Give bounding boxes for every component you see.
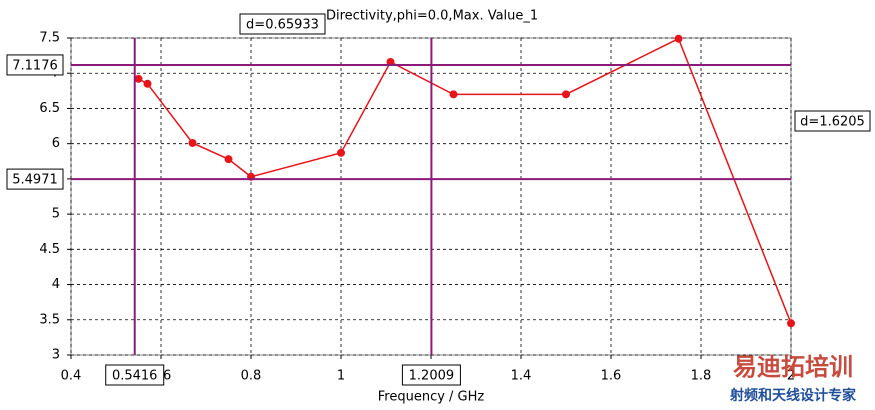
data-point: [449, 90, 458, 99]
y-tick-label: 3: [52, 348, 60, 363]
watermark-title: 易迪拓培训: [733, 353, 853, 381]
data-point: [674, 34, 683, 43]
annotation-box: [794, 110, 871, 132]
annotation: d=1.6205: [800, 115, 865, 130]
data-point: [337, 148, 345, 157]
cursor-label: 0.5416: [112, 369, 158, 384]
cursor-label: 1.2009: [409, 369, 455, 384]
data-point: [143, 79, 152, 88]
data-point: [188, 138, 197, 147]
cursor-box: [6, 168, 64, 190]
chart-title: Directivity,phi=0.0,Max. Value_1: [326, 9, 538, 24]
y-tick-label: 4: [52, 277, 60, 292]
cursor-box: [105, 364, 165, 386]
annotation: d=0.65933: [246, 18, 319, 33]
cursor-box: [6, 54, 64, 76]
annotation-box: [239, 13, 326, 35]
y-tick-label: 7.5: [39, 31, 60, 46]
x-tick-label: 1.4: [511, 369, 532, 384]
cursor-label: 5.4971: [12, 173, 58, 188]
data-point: [562, 90, 570, 99]
watermark-subtitle: 射频和天线设计专家: [729, 387, 857, 404]
y-tick-label: 6.5: [39, 101, 60, 116]
y-tick-label: 3.5: [39, 312, 60, 327]
x-tick-label: 2: [787, 369, 795, 384]
data-point: [224, 155, 233, 164]
x-tick-label: 1.6: [601, 369, 622, 384]
x-tick-label: 0.4: [61, 369, 82, 384]
x-axis-label: Frequency / GHz: [378, 390, 485, 405]
cursor-box: [401, 364, 461, 386]
data-point: [787, 319, 795, 328]
y-tick-label: 6: [52, 136, 60, 151]
y-tick-label: 5: [52, 207, 60, 222]
y-tick-label: 4.5: [39, 242, 60, 257]
x-tick-label: 0.8: [241, 369, 262, 384]
cursor-label: 7.1176: [12, 58, 58, 73]
data-point: [134, 74, 143, 83]
x-tick-label: 1.8: [691, 369, 712, 384]
x-tick-label: 1: [337, 369, 345, 384]
